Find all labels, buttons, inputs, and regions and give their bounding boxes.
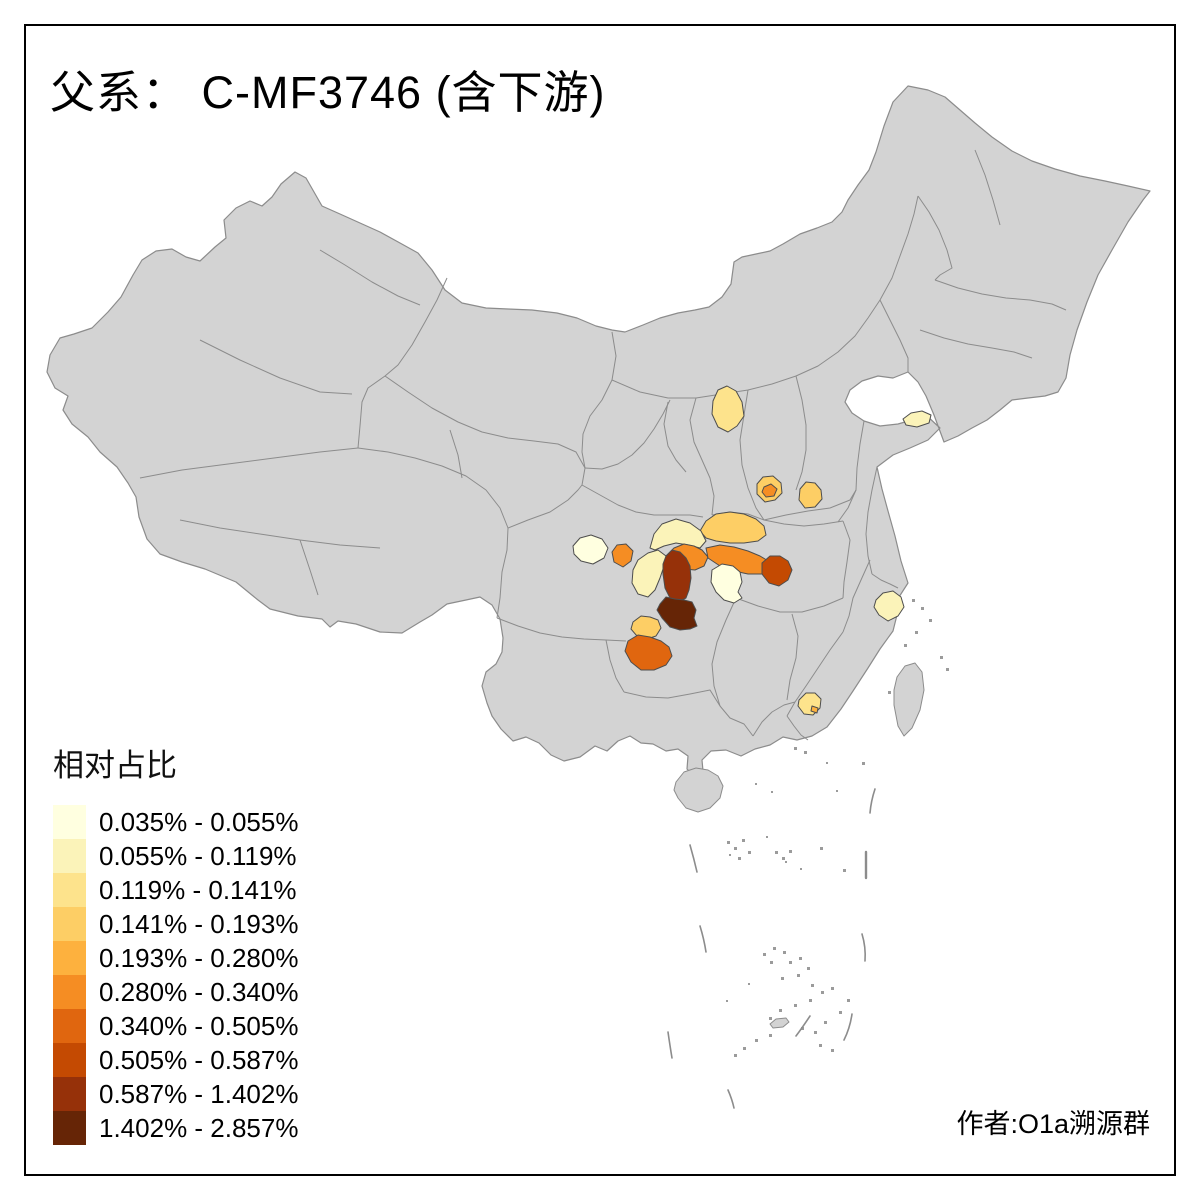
legend-range-label: 0.340% - 0.505%: [99, 1010, 299, 1041]
colored-region: [649, 518, 707, 551]
legend-range-label: 0.119% - 0.141%: [99, 874, 297, 905]
legend-swatch: [53, 907, 86, 941]
colored-region: [810, 705, 819, 714]
legend: 相对占比 0.035% - 0.055% 0.055% - 0.119% 0.119…: [53, 740, 298, 1145]
legend-title: 相对占比: [53, 748, 177, 783]
legend-swatch: [53, 975, 86, 1009]
legend-swatch: [53, 941, 86, 975]
colored-region: [711, 385, 745, 433]
legend-row: 0.035% - 0.055%: [53, 805, 298, 839]
legend-row: 0.141% - 0.193%: [53, 907, 298, 941]
legend-range-label: 0.587% - 1.402%: [99, 1078, 299, 1109]
legend-row: 1.402% - 2.857%: [53, 1111, 298, 1145]
legend-range-label: 1.402% - 2.857%: [99, 1112, 299, 1143]
legend-range-label: 0.193% - 0.280%: [99, 942, 299, 973]
colored-region: [631, 549, 667, 598]
colored-region: [873, 590, 905, 622]
choropleth-patches: [572, 385, 932, 716]
legend-range-label: 0.505% - 0.587%: [99, 1044, 299, 1075]
sea-islets: [726, 599, 949, 1057]
legend-range-label: 0.055% - 0.119%: [99, 840, 297, 871]
colored-region: [611, 543, 634, 568]
colored-region: [662, 549, 692, 603]
nine-dash-line: [667, 788, 876, 1109]
legend-entries: 0.035% - 0.055% 0.055% - 0.119% 0.119% - 0…: [53, 805, 298, 1145]
legend-row: 0.340% - 0.505%: [53, 1009, 298, 1043]
islands: [673, 662, 925, 1029]
author-credit: 作者:O1a溯源群: [956, 1109, 1150, 1139]
colored-region: [761, 483, 778, 498]
spratly-main-islet: [769, 1017, 790, 1029]
china-mainland: [46, 85, 1151, 778]
legend-swatch: [53, 805, 86, 839]
legend-range-label: 0.141% - 0.193%: [99, 908, 299, 939]
colored-region: [699, 511, 767, 544]
colored-region: [630, 615, 662, 640]
hainan-island: [673, 767, 724, 813]
legend-row: 0.280% - 0.340%: [53, 975, 298, 1009]
legend-swatch: [53, 873, 86, 907]
colored-region: [656, 596, 698, 631]
colored-region: [710, 563, 743, 604]
taiwan-island: [893, 662, 925, 737]
legend-swatch: [53, 1043, 86, 1077]
colored-region: [798, 481, 823, 509]
colored-region: [902, 410, 932, 428]
colored-region: [572, 534, 609, 565]
legend-swatch: [53, 1077, 86, 1111]
page-title: 父系： C-MF3746 (含下游): [50, 67, 606, 118]
legend-swatch: [53, 839, 86, 873]
outer-frame: [24, 24, 1176, 1176]
colored-region: [761, 555, 793, 587]
colored-region: [624, 634, 673, 671]
legend-row: 0.119% - 0.141%: [53, 873, 298, 907]
legend-row: 0.055% - 0.119%: [53, 839, 298, 873]
legend-row: 0.587% - 1.402%: [53, 1077, 298, 1111]
legend-swatch: [53, 1009, 86, 1043]
legend-range-label: 0.280% - 0.340%: [99, 976, 299, 1007]
legend-range-label: 0.035% - 0.055%: [99, 806, 299, 837]
legend-row: 0.505% - 0.587%: [53, 1043, 298, 1077]
legend-swatch: [53, 1111, 86, 1145]
legend-row: 0.193% - 0.280%: [53, 941, 298, 975]
